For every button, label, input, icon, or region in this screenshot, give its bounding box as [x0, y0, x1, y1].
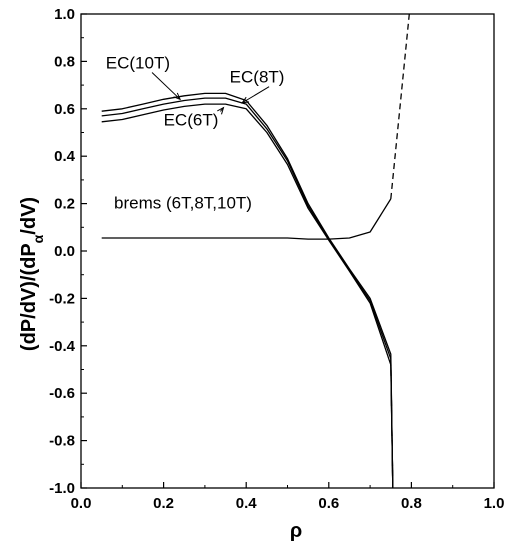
- series-line-ec-8t: [101, 97, 394, 489]
- annotation-arrowhead-ec-6t: [217, 106, 225, 115]
- x-tick-label: 1.0: [484, 495, 505, 512]
- y-axis-title: (dP/dV)/(dPα/dV): [18, 197, 46, 351]
- y-tick-label: -1.0: [49, 480, 75, 497]
- plot-frame-group: [80, 13, 495, 489]
- y-tick-label: 0.0: [54, 243, 75, 260]
- series-line-brems-6t-8t-10t: [101, 198, 392, 240]
- y-tick-label: -0.6: [49, 385, 75, 402]
- ticks-group: 0.0 0.2 0.4 0.6 0.8 1.0 -1.0 -0.8 -0.6 -0.4 -0.2 0.…: [49, 6, 504, 512]
- y-tick-label: 0.2: [54, 196, 75, 213]
- annotation-ec-6t: EC(6T): [164, 110, 219, 129]
- x-axis-title: ρ: [290, 520, 302, 542]
- series-line-brems-dashed: [390, 13, 410, 199]
- x-tick-label: 0.8: [401, 495, 422, 512]
- x-tick-label: 0.0: [71, 495, 92, 512]
- x-tick-label: 0.2: [153, 495, 174, 512]
- y-tick-label: -0.2: [49, 290, 75, 307]
- series-line-ec-10t: [101, 92, 394, 489]
- y-axis-title-sub: α: [30, 234, 46, 243]
- y-tick-label: 0.8: [54, 53, 75, 70]
- annotation-ec-10t: EC(10T): [106, 54, 170, 73]
- y-axis-title-main: (dP/dV)/(dP: [18, 243, 40, 351]
- x-tick-label: 0.6: [318, 495, 339, 512]
- y-tick-label: -0.4: [49, 338, 76, 355]
- annotation-arrow-ec-8t: [241, 86, 270, 104]
- x-tick-label: 0.4: [236, 495, 258, 512]
- y-tick-label: -0.8: [49, 433, 75, 450]
- y-tick-label: 1.0: [54, 6, 75, 23]
- series-line-ec-6t: [101, 103, 394, 489]
- series-group: [101, 13, 410, 489]
- y-tick-label: 0.4: [54, 148, 76, 165]
- annotation-arrowhead-ec-8t: [241, 96, 250, 104]
- y-axis-title-end: /dV): [18, 197, 40, 235]
- annotation-arrow-ec-10t: [151, 72, 181, 100]
- plot-frame: [80, 13, 495, 489]
- annotation-brems-6t-8t-10t: brems (6T,8T,10T): [114, 193, 252, 212]
- y-tick-label: 0.6: [54, 101, 75, 118]
- annotations-group: EC(10T) EC(8T) EC(6T) brems (6T,8T,10T): [106, 54, 285, 213]
- annotation-ec-8t: EC(8T): [230, 68, 285, 87]
- annotation-arrowhead-ec-10t: [173, 92, 182, 101]
- series-line-ec-dashed: [390, 359, 394, 489]
